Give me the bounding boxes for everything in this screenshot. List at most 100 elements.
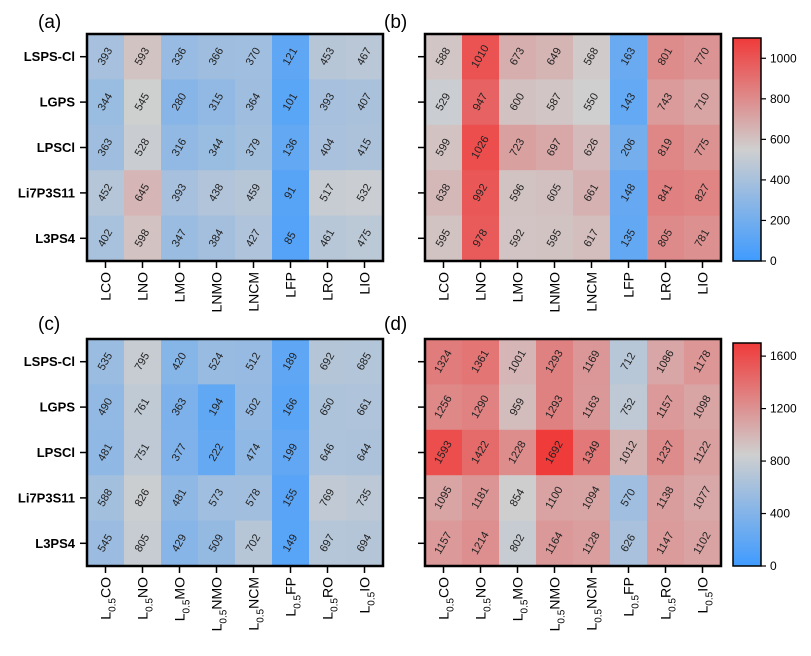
heatmap-cell (124, 34, 162, 80)
heatmap-cell (161, 384, 199, 431)
heatmap-cell (573, 79, 611, 126)
x-tick-label: LMO (172, 272, 188, 302)
heatmap-cell (346, 475, 384, 522)
x-tick-label: L0.5NMO (547, 577, 568, 631)
heatmap-cell (462, 475, 500, 522)
heatmap-cell (462, 384, 500, 431)
heatmap-cell (647, 215, 685, 262)
heatmap-cell (536, 79, 574, 126)
y-tick-label: LGPS (40, 400, 76, 415)
colorbar-tick-label: 1200 (770, 402, 797, 416)
heatmap-cell (462, 124, 500, 171)
heatmap-cell (272, 384, 310, 431)
heatmap-cell (124, 124, 162, 171)
x-tick-label: L0.5NO (473, 577, 494, 620)
heatmap-cell (536, 429, 574, 476)
heatmap-cell (346, 124, 384, 171)
heatmap-cell (425, 384, 463, 431)
x-tick-label: LMO (510, 272, 526, 302)
heatmap-cell (536, 170, 574, 217)
heatmap-cell (235, 170, 273, 217)
heatmap-cell (684, 215, 722, 262)
y-tick-label: Li7P3S11 (18, 490, 75, 505)
heatmap-cell (462, 429, 500, 476)
heatmap-cell (346, 79, 384, 126)
heatmap-cell (425, 124, 463, 171)
x-tick-label: LFP (283, 272, 299, 298)
x-tick-label: LRO (658, 272, 674, 301)
heatmap-cell (536, 34, 574, 80)
heatmap-cell (198, 429, 236, 476)
heatmap-cell (610, 520, 648, 567)
heatmap-cell (462, 339, 500, 385)
cell-value-label: 85 (282, 230, 299, 247)
x-tick-label: L0.5IO (695, 577, 716, 614)
heatmap-cell (647, 475, 685, 522)
x-tick-label: L0.5NMO (209, 577, 230, 631)
heatmap-cell (499, 34, 537, 80)
x-tick-label: L0.5NCM (246, 577, 267, 631)
heatmap-cell (309, 215, 347, 262)
heatmap-cell (272, 124, 310, 171)
heatmap-cell (499, 124, 537, 171)
heatmap-cell (573, 34, 611, 80)
heatmap-cell (610, 34, 648, 80)
heatmap-cell (647, 384, 685, 431)
heatmap-cell (272, 520, 310, 567)
x-tick-label: L0.5FP (621, 577, 642, 617)
heatmap-cell (462, 79, 500, 126)
heatmap-cell (309, 34, 347, 80)
colorbar (732, 342, 762, 567)
heatmap-cell (124, 475, 162, 522)
heatmap-cell (161, 339, 199, 385)
x-tick-label: LNO (135, 272, 151, 301)
x-tick-label: L0.5RO (658, 577, 679, 620)
heatmap-cell (684, 384, 722, 431)
heatmap-cell (610, 475, 648, 522)
heatmap-cell (272, 475, 310, 522)
heatmap-cell (161, 215, 199, 262)
heatmap-cell (425, 34, 463, 80)
x-tick-label: LFP (621, 272, 637, 298)
y-tick-label: LSPS-Cl (24, 49, 75, 64)
heatmap-cell (573, 475, 611, 522)
heatmap-cell (536, 384, 574, 431)
colorbar-tick-label: 200 (770, 213, 790, 227)
heatmap-cell (235, 384, 273, 431)
x-tick-label: LNCM (246, 272, 262, 312)
heatmap-cell (610, 384, 648, 431)
heatmap-cell (346, 215, 384, 262)
x-tick-label: L0.5RO (320, 577, 341, 620)
heatmap-cell (161, 520, 199, 567)
heatmap-cell (235, 215, 273, 262)
panel-label: (d) (384, 314, 407, 335)
heatmap-cell (235, 124, 273, 171)
heatmap-cell (499, 170, 537, 217)
heatmap-cell (87, 475, 125, 522)
heatmap-cell (161, 475, 199, 522)
cell-value-label: 91 (282, 185, 299, 202)
y-tick-label: LSPS-Cl (24, 354, 75, 369)
heatmap-cell (87, 520, 125, 567)
heatmap-cell (235, 339, 273, 385)
heatmap-cell (462, 215, 500, 262)
panel-label: (b) (384, 12, 407, 33)
heatmap-cell (124, 429, 162, 476)
heatmap-cell (499, 520, 537, 567)
x-tick-label: L0.5NO (135, 577, 156, 620)
heatmap-cell (499, 79, 537, 126)
heatmap-cell (425, 215, 463, 262)
heatmap-cell (647, 79, 685, 126)
colorbar (732, 37, 762, 262)
x-tick-label: L0.5CO (436, 577, 457, 620)
heatmap-cell (684, 429, 722, 476)
heatmap-cell (647, 34, 685, 80)
colorbar-tick-label: 0 (770, 559, 777, 573)
y-tick-label: L3PS4 (35, 536, 76, 551)
heatmap-cell (124, 215, 162, 262)
heatmap-cell (536, 124, 574, 171)
heatmap-cell (346, 429, 384, 476)
